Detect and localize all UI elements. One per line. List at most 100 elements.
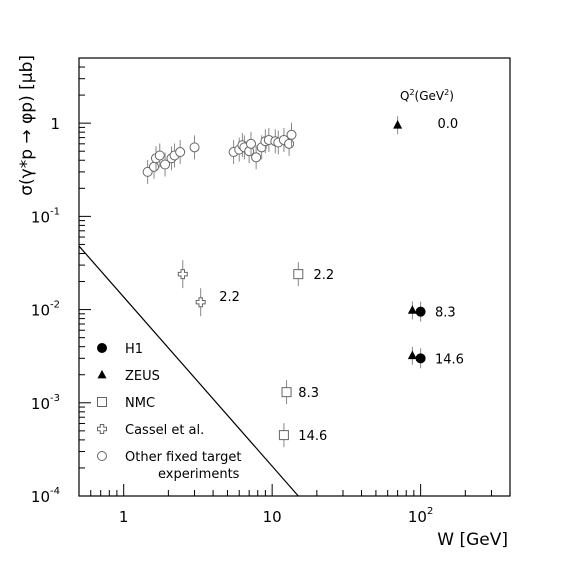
legend-marker — [97, 343, 107, 353]
open-square-marker — [97, 397, 107, 407]
x-axis-label: W [GeV] — [437, 530, 508, 550]
legend-marker — [97, 451, 107, 461]
data-point — [278, 430, 289, 441]
data-point — [195, 297, 206, 308]
open-circle-marker — [154, 150, 165, 161]
filled-triangle-marker — [407, 350, 417, 360]
legend-label: experiments — [158, 467, 240, 482]
y-tick-label: 1 — [50, 115, 60, 133]
filled-circle-marker — [415, 306, 426, 317]
legend-marker — [97, 397, 107, 407]
open-circle-marker — [251, 152, 262, 163]
q2-header-sup: 2 — [409, 88, 414, 97]
legend-label: H1 — [125, 342, 143, 357]
y-tick-label: 10-1 — [31, 206, 60, 226]
data-point — [415, 306, 426, 317]
x-tick-label: 10 — [263, 508, 282, 526]
q2-value-label: 14.6 — [435, 352, 464, 367]
x-tick-label-base: 10 — [408, 508, 427, 526]
y-tick-label-base: 10 — [31, 395, 50, 413]
legend: H1 ZEUS NMC Cassel et al. Other fixed target… — [97, 342, 241, 482]
legend-item: Cassel et al. — [97, 423, 204, 438]
open-circle-marker — [160, 159, 171, 170]
y-tick-label-exp: -3 — [50, 393, 60, 404]
y-tick-label: 10-3 — [31, 393, 60, 413]
q2-header: Q2(GeV2) — [400, 88, 454, 103]
data-point — [293, 269, 304, 280]
open-circle-marker — [189, 142, 200, 153]
legend-item: ZEUS — [97, 369, 160, 384]
x-tick-label: 102 — [408, 506, 433, 526]
x-tick-label-base: 10 — [263, 508, 282, 526]
data-point — [286, 129, 297, 140]
q2-header-unit-sup: 2 — [444, 88, 449, 97]
data-point — [393, 120, 403, 129]
x-tick-label-base: 1 — [119, 508, 129, 526]
data-marks — [142, 116, 426, 448]
q2-value-label: 0.0 — [438, 117, 459, 132]
legend-item: H1 — [97, 342, 143, 357]
open-circle-marker — [284, 138, 295, 149]
open-square-marker — [278, 430, 289, 441]
q2-header-q: Q — [400, 89, 409, 103]
data-point — [160, 159, 171, 170]
open-cross-marker — [97, 424, 107, 434]
legend-label: NMC — [125, 396, 155, 411]
y-tick-label: 10-4 — [31, 486, 60, 506]
q2-value-label: 8.3 — [435, 306, 456, 321]
data-point — [284, 138, 295, 149]
filled-triangle-marker — [97, 369, 107, 379]
data-point — [189, 142, 200, 153]
y-axis-label: σ(γ*p → φp) [μb] — [17, 55, 37, 196]
legend-label: Other fixed target — [125, 450, 241, 465]
q2-value-label: 14.6 — [298, 429, 327, 444]
open-cross-marker — [177, 269, 188, 280]
y-tick-label-base: 1 — [50, 115, 60, 133]
filled-circle-marker — [415, 353, 426, 364]
q2-value-label: 2.2 — [219, 290, 240, 305]
y-tick-label-base: 10 — [31, 488, 50, 506]
y-tick-label-base: 10 — [31, 208, 50, 226]
data-point — [148, 161, 159, 172]
filled-triangle-marker — [393, 120, 403, 129]
y-tick-label-exp: -1 — [50, 206, 60, 217]
open-circle-marker — [175, 147, 186, 158]
x-tick-label: 1 — [119, 508, 129, 526]
plot-frame — [78, 57, 511, 497]
y-tick-label: 10-2 — [31, 300, 60, 320]
cutoff-curve — [78, 245, 299, 497]
q2-header-unit: (GeV — [415, 89, 445, 103]
legend-label: Cassel et al. — [125, 423, 204, 438]
open-cross-marker — [195, 297, 206, 308]
filled-circle-marker — [97, 343, 107, 353]
data-point — [407, 350, 417, 360]
data-point — [245, 138, 256, 149]
q2-header-end: ) — [449, 89, 454, 103]
legend-item: Other fixed target experiments — [97, 450, 241, 482]
y-tick-label-exp: -4 — [50, 486, 60, 497]
cutoff-line — [78, 245, 299, 497]
y-tick-label-exp: -2 — [50, 300, 60, 311]
data-point — [415, 353, 426, 364]
open-circle-marker — [148, 161, 159, 172]
legend-marker — [97, 424, 107, 434]
data-point — [251, 152, 262, 163]
q2-value-label: 2.2 — [314, 268, 335, 283]
data-point — [154, 150, 165, 161]
data-point — [177, 269, 188, 280]
legend-label: ZEUS — [125, 369, 160, 384]
data-point — [175, 147, 186, 158]
open-circle-marker — [286, 129, 297, 140]
q2-value-label: 8.3 — [298, 386, 319, 401]
open-circle-marker — [245, 138, 256, 149]
legend-item: NMC — [97, 396, 155, 411]
data-point — [281, 387, 292, 398]
filled-triangle-marker — [407, 305, 417, 314]
q2-annotations: Q2(GeV2)0.08.314.62.28.314.62.2 — [219, 88, 464, 444]
open-square-marker — [293, 269, 304, 280]
y-tick-label-base: 10 — [31, 302, 50, 320]
open-circle-marker — [97, 451, 107, 461]
legend-marker — [97, 369, 107, 379]
